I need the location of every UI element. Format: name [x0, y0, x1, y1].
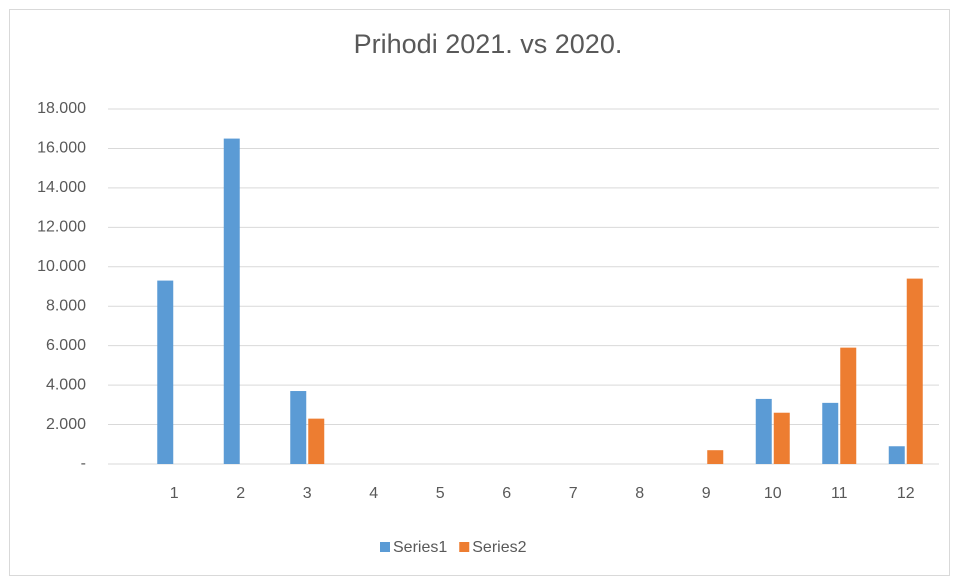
bar: [822, 402, 839, 464]
x-tick-label: 3: [303, 485, 312, 502]
x-tick-label: 8: [635, 485, 644, 502]
y-tick-label: 16.000: [37, 140, 86, 157]
bar: [308, 418, 325, 464]
bar: [157, 280, 174, 464]
bar: [888, 446, 905, 464]
y-tick-label: 10.000: [37, 258, 86, 275]
chart-frame: [9, 9, 950, 576]
bar: [755, 398, 772, 464]
bar: [773, 412, 790, 464]
x-tick-label: 12: [897, 485, 915, 502]
y-tick-label: 8.000: [46, 297, 86, 314]
y-tick-label: 4.000: [46, 376, 86, 393]
x-tick-label: 10: [764, 485, 782, 502]
legend-swatch: [380, 542, 390, 552]
x-tick-label: 4: [369, 485, 378, 502]
bar: [223, 138, 240, 465]
legend-label: Series1: [393, 539, 447, 556]
bar: [840, 347, 857, 464]
x-tick-label: 1: [170, 485, 179, 502]
y-tick-label: -: [81, 455, 86, 472]
x-tick-label: 7: [569, 485, 578, 502]
bar: [707, 450, 724, 464]
x-tick-label: 5: [436, 485, 445, 502]
chart-title: Prihodi 2021. vs 2020.: [354, 29, 623, 59]
x-tick-label: 9: [702, 485, 711, 502]
y-tick-label: 6.000: [46, 337, 86, 354]
y-tick-label: 12.000: [37, 219, 86, 236]
bar: [906, 278, 923, 464]
y-tick-label: 18.000: [37, 100, 86, 117]
legend-label: Series2: [472, 539, 526, 556]
y-tick-label: 2.000: [46, 416, 86, 433]
legend-swatch: [459, 542, 470, 552]
x-tick-label: 11: [831, 485, 848, 502]
x-tick-label: 6: [502, 485, 511, 502]
bar: [290, 391, 307, 464]
x-tick-label: 2: [236, 485, 245, 502]
y-tick-label: 14.000: [37, 179, 86, 196]
